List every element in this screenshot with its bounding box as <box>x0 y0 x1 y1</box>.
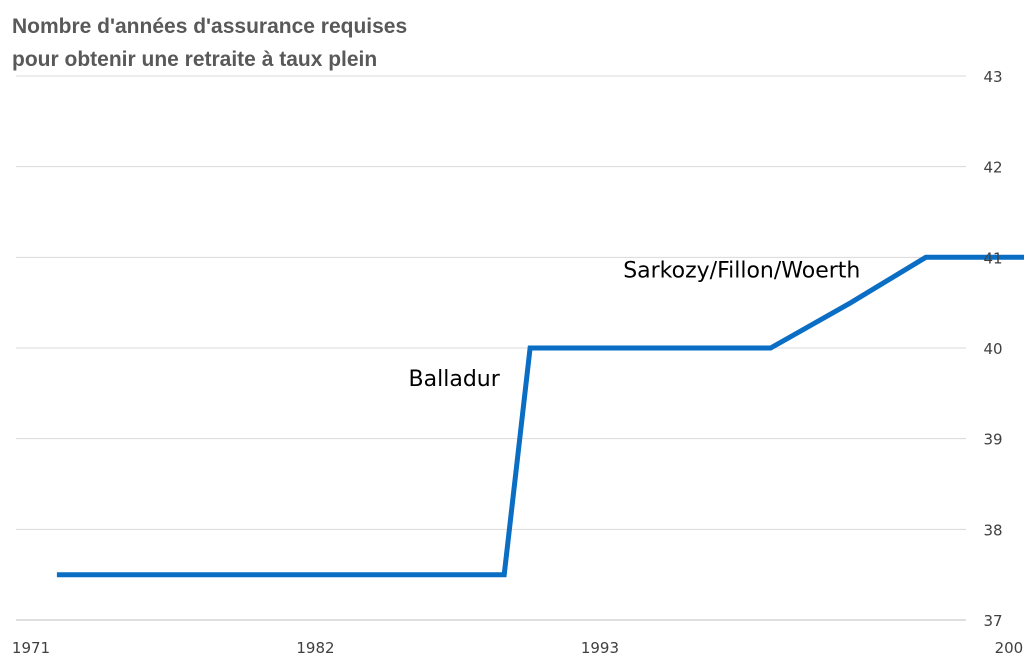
reform-annotations: Macron - BorneSarkozy/Fillon/WoerthToura… <box>409 258 861 392</box>
gridlines <box>16 75 966 530</box>
x-axis-tick-labels: 197119821993200920122020202320272035 <box>12 639 1024 657</box>
chart-title-line-2: pour obtenir une retraite à taux plein <box>12 48 377 71</box>
x-tick-label: 1993 <box>581 639 619 657</box>
annotation-label: Sarkozy/Fillon/Woerth <box>623 258 860 283</box>
series-lines <box>56 254 1024 578</box>
y-tick-label: 40 <box>983 340 1002 358</box>
y-tick-label: 42 <box>983 159 1002 177</box>
chart-title: Nombre d'années d'assurance requises pou… <box>12 15 407 71</box>
chart-title-line-1: Nombre d'années d'assurance requises <box>12 15 407 38</box>
y-tick-label: 38 <box>983 521 1002 539</box>
y-tick-label: 41 <box>983 249 1002 267</box>
x-tick-label: 1982 <box>296 639 334 657</box>
y-tick-label: 43 <box>983 68 1002 86</box>
y-tick-label: 39 <box>983 431 1002 449</box>
series-line-0 <box>56 254 1024 578</box>
y-axis-tick-labels: 37 38 39 40 41 42 43 <box>983 68 1002 630</box>
y-tick-label: 37 <box>983 612 1002 630</box>
x-tick-label: 2009 <box>995 639 1024 657</box>
annotation-label: Balladur <box>409 367 501 392</box>
x-tick-label: 1971 <box>12 639 50 657</box>
